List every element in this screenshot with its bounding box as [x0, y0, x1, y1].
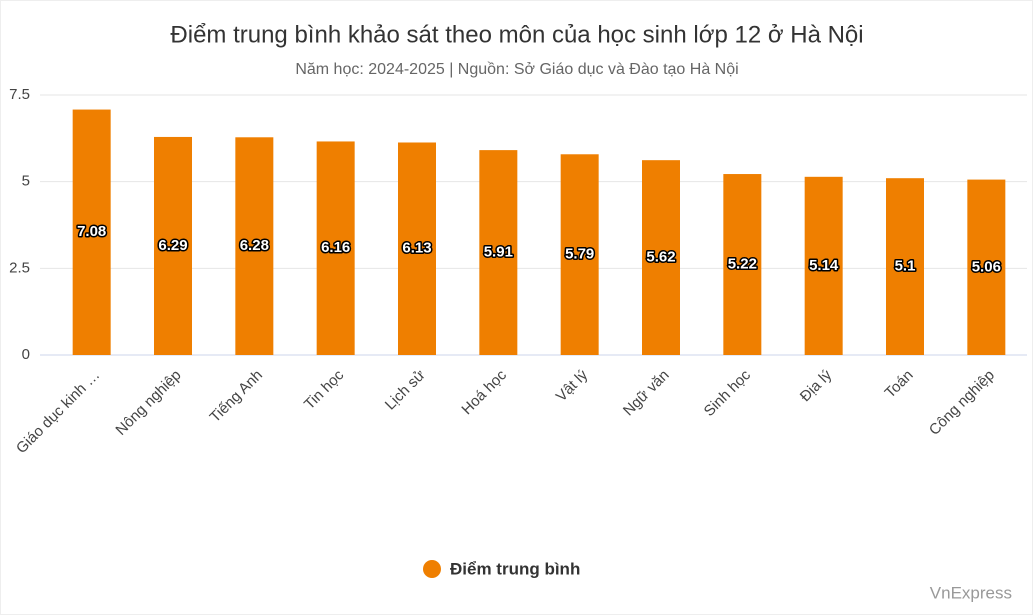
bar	[154, 136, 192, 355]
data-label: 6.28	[240, 237, 269, 254]
y-tick-label: 0	[22, 346, 30, 363]
bar	[235, 137, 274, 355]
bar	[398, 142, 436, 355]
legend-label: Điểm trung bình	[450, 559, 580, 578]
bar	[560, 154, 599, 355]
data-label: 5.22	[728, 255, 757, 272]
legend-marker	[423, 560, 441, 578]
data-label: 5.1	[895, 258, 916, 275]
y-tick-label: 5	[22, 173, 30, 190]
data-label: 5.14	[809, 257, 839, 274]
data-label: 7.08	[77, 223, 106, 240]
data-label: 5.79	[565, 246, 594, 263]
data-label: 5.62	[646, 249, 675, 266]
data-label: 6.16	[321, 239, 350, 256]
credit: VnExpress	[930, 583, 1012, 602]
y-tick-label: 2.5	[9, 259, 30, 276]
bar	[886, 178, 924, 355]
chart-title: Điểm trung bình khảo sát theo môn của họ…	[170, 21, 863, 48]
bar	[967, 179, 1006, 355]
y-tick-label: 7.5	[9, 86, 30, 103]
data-label: 6.13	[402, 240, 431, 257]
bar	[804, 176, 843, 355]
data-label: 5.06	[972, 258, 1001, 275]
bar	[72, 109, 111, 355]
data-label: 5.91	[484, 244, 513, 261]
chart-subtitle: Năm học: 2024-2025 | Nguồn: Sở Giáo dục …	[295, 61, 738, 78]
bar	[316, 141, 355, 355]
bar	[479, 150, 518, 355]
bar	[642, 160, 680, 355]
data-label: 6.29	[158, 237, 187, 254]
bar	[723, 174, 762, 355]
